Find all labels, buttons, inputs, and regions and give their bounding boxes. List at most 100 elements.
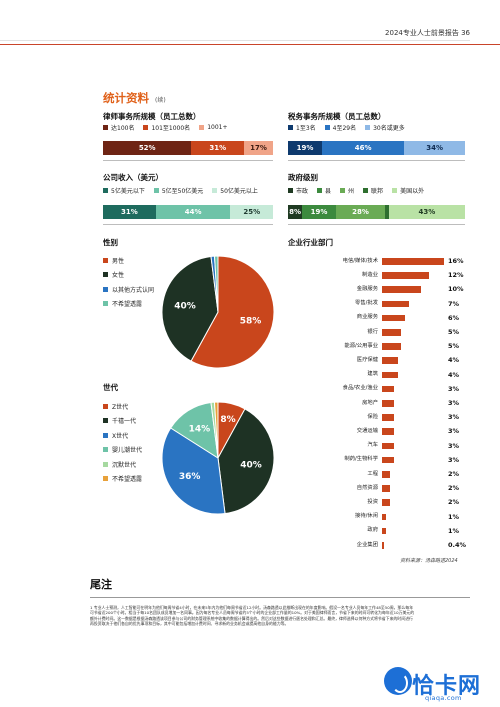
industry-bar — [382, 442, 394, 450]
tax_firm-legend-item: 30名或更多 — [365, 123, 405, 132]
industry-bar-value: 3% — [448, 384, 460, 393]
industry-bar — [382, 513, 386, 521]
industry-bar-label: 接待/休闲 — [355, 513, 378, 520]
gender-title: 性别 — [103, 238, 118, 247]
gender-legend-item: 男性 — [103, 253, 154, 268]
industry-bar-value: 3% — [448, 455, 460, 464]
industry-bar-label: 医疗保健 — [356, 356, 378, 363]
industry-bar — [382, 485, 390, 492]
industry-bar-label: 能源/公用事业 — [344, 342, 378, 349]
industry-bar-label: 政府 — [367, 527, 378, 534]
generation-title: 世代 — [103, 383, 118, 392]
industry-bar — [382, 385, 394, 393]
generation-pie-label: 8% — [220, 415, 235, 425]
generation-pie: 8% 40% 36% 14% — [161, 401, 275, 515]
tax_firm-legend-label: 1至3名 — [296, 125, 316, 132]
revenue-legend-swatch — [212, 188, 218, 193]
industry-bar — [382, 456, 394, 464]
industry-bar-label: 电信/媒体/技术 — [342, 257, 378, 264]
revenue-rule — [103, 224, 273, 225]
law_firm-legend-label: 1001+ — [207, 124, 228, 131]
tax-firm-rule — [288, 160, 465, 161]
industry-bar — [382, 414, 394, 421]
section-title: 统计资料 (续) — [103, 90, 166, 106]
industry-bar-label: 投资 — [367, 498, 378, 505]
tax_firm-legend-swatch — [288, 125, 293, 130]
tax-firm-legend: 1至3名 4至29名 30名或更多 — [288, 123, 405, 132]
gov-legend-item: 县 — [317, 186, 331, 195]
industry-bar-value: 5% — [448, 328, 460, 336]
tax_firm-legend-item: 1至3名 — [288, 123, 316, 132]
generation-legend-item: 千禧一代 — [103, 414, 142, 429]
gov-bar: 8% 19% 28% 43% — [288, 205, 465, 219]
law_firm-legend-swatch — [199, 125, 205, 130]
revenue-bar-segment: 44% — [155, 205, 231, 219]
industry-bar-label: 建筑 — [367, 371, 378, 378]
gender-pie-slice — [213, 255, 219, 313]
footnotes-title: 尾注 — [90, 578, 112, 591]
revenue-bar: 31% 44% 25% — [103, 205, 273, 219]
industry-bar-label: 零售/批发 — [355, 300, 378, 307]
generation-legend-label: 不希望透露 — [112, 476, 143, 484]
industry-bar — [382, 286, 421, 293]
industry-bar-label: 企业集团 — [356, 541, 378, 548]
industry-bar-value: 3% — [448, 399, 460, 407]
industry-bar — [382, 272, 429, 279]
gov-legend-swatch — [363, 188, 369, 193]
industry-bar-label: 制造业 — [362, 271, 378, 278]
gov-legend-item: 市政 — [288, 186, 308, 195]
industry-title: 企业行业部门 — [288, 238, 333, 247]
industry-bar-value: 0.4% — [448, 541, 467, 549]
gender-legend-item: 不希望透露 — [103, 297, 154, 312]
law-firm-rule — [103, 160, 273, 161]
industry-bar-label: 交通运输 — [356, 427, 378, 434]
law_firm-legend-item: 101至1000名 — [143, 123, 190, 132]
law_firm-legend-item: 1001+ — [199, 124, 227, 131]
gov-bar-segment: 28% — [335, 205, 386, 219]
gender-legend-label: 女性 — [112, 272, 125, 280]
gender-legend-item: 女性 — [103, 268, 154, 283]
header-rule — [0, 44, 500, 45]
gov-bar-segment: 19% — [302, 205, 336, 219]
tax-firm-bar: 19% 46% 34% — [288, 141, 465, 155]
generation-legend-swatch — [103, 476, 108, 482]
law_firm-legend-label: 达100名 — [111, 125, 135, 132]
gov-legend-label: 州 — [348, 188, 355, 195]
gov-legend-item: 美国以外 — [392, 186, 424, 195]
generation-legend-item: 沉默世代 — [103, 457, 142, 472]
revenue-legend-label: 50亿美元以上 — [220, 188, 258, 195]
industry-bar-value: 3% — [448, 427, 460, 436]
generation-legend-item: Z世代 — [103, 399, 142, 414]
industry-bar-value: 2% — [448, 470, 460, 478]
tax_firm-bar-segment: 34% — [404, 141, 465, 155]
footnote-rule — [90, 597, 470, 598]
industry-bar-value: 3% — [448, 441, 460, 450]
gov-bar-segment: 43% — [388, 205, 465, 219]
generation-pie-label: 40% — [240, 460, 262, 470]
revenue-legend-swatch — [103, 188, 108, 193]
gender-pie-label: 40% — [174, 302, 196, 312]
section-title-text: 统计资料 — [103, 91, 149, 105]
industry-bar — [382, 542, 384, 549]
generation-legend-label: X世代 — [112, 432, 129, 440]
industry-bar-label: 房地产 — [362, 399, 378, 406]
industry-bar-value: 1% — [448, 512, 460, 521]
header-rule-gray — [0, 40, 470, 41]
revenue-legend-item: 50亿美元以上 — [212, 186, 258, 195]
law_firm-legend-swatch — [143, 125, 149, 130]
industry-bar-label: 食品/农业/渔业 — [342, 385, 378, 392]
industry-bar — [382, 527, 386, 535]
industry-bar-label: 汽车 — [367, 442, 378, 449]
generation-legend-swatch — [103, 447, 108, 453]
watermark-logo-url: qiaqa.com — [425, 694, 462, 702]
watermark-logo-text: 恰卡网 — [412, 674, 482, 699]
law_firm-legend-item: 达100名 — [103, 123, 134, 132]
tax_firm-legend-item: 4至29名 — [324, 123, 356, 132]
tax_firm-legend-swatch — [324, 125, 330, 130]
generation-pie-slice — [161, 427, 226, 515]
industry-bar — [382, 499, 390, 506]
gender-legend-swatch — [103, 301, 108, 307]
revenue-legend: 5亿美元以下 5亿至50亿美元 50亿美元以上 — [103, 186, 258, 195]
source-note: 资料来源：汤森路透2024 — [400, 558, 458, 564]
industry-bar — [382, 371, 398, 379]
